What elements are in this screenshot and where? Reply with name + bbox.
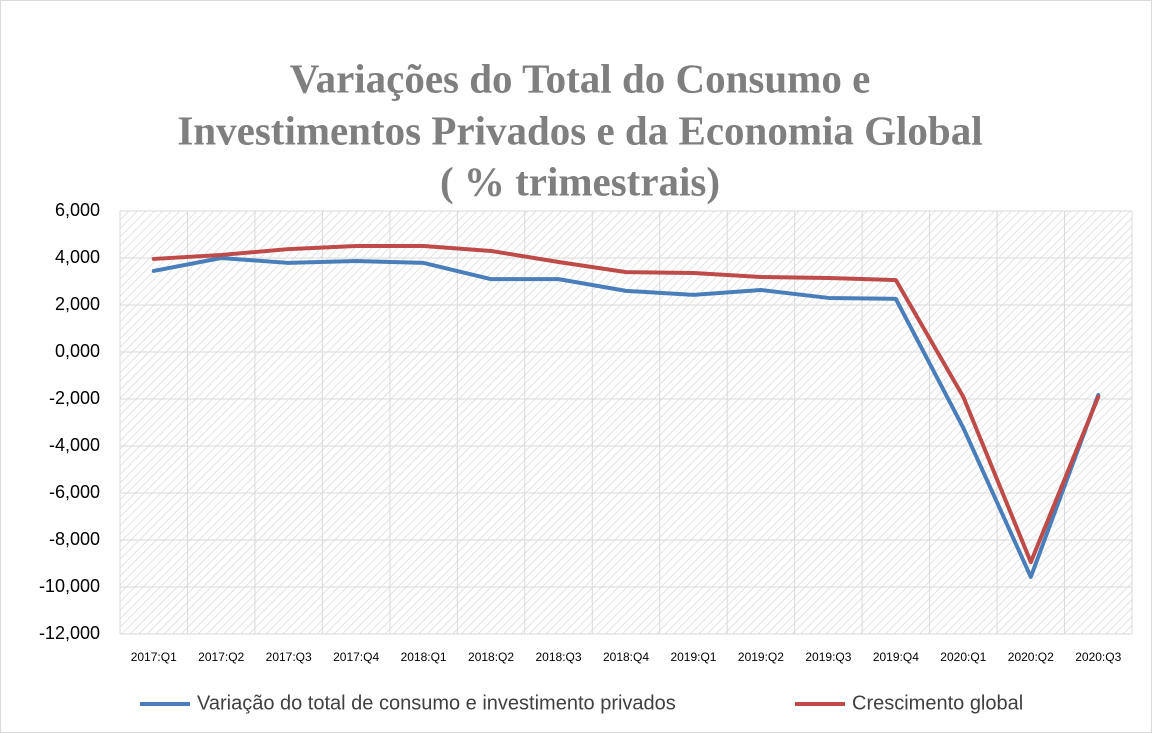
x-tick-label: 2018:Q1: [401, 650, 447, 664]
series-line: [151, 256, 1101, 579]
chart-title: Variações do Total do Consumo e: [290, 55, 871, 101]
chart-title: Investimentos Privados e da Economia Glo…: [177, 107, 982, 153]
x-tick-label: 2019:Q2: [738, 650, 784, 664]
x-tick-label: 2020:Q1: [940, 650, 986, 664]
x-tick-label: 2018:Q2: [468, 650, 514, 664]
y-tick-label: 0,000: [55, 341, 100, 361]
x-tick-label: 2018:Q3: [536, 650, 582, 664]
series-line: [151, 244, 1101, 565]
x-tick-label: 2020:Q3: [1075, 650, 1121, 664]
legend-label: Variação do total de consumo e investime…: [197, 692, 676, 714]
y-tick-label: 2,000: [55, 294, 100, 314]
plot-area: [120, 211, 1132, 634]
x-tick-label: 2018:Q4: [603, 650, 649, 664]
x-tick-label: 2019:Q3: [805, 650, 851, 664]
y-tick-label: 6,000: [55, 200, 100, 220]
y-tick-label: -10,000: [39, 576, 100, 596]
legend-label: Crescimento global: [852, 692, 1023, 714]
y-tick-label: -12,000: [39, 623, 100, 643]
x-tick-label: 2017:Q2: [198, 650, 244, 664]
x-tick-label: 2020:Q2: [1008, 650, 1054, 664]
x-tick-label: 2017:Q1: [131, 650, 177, 664]
chart-title: ( % trimestrais): [440, 158, 720, 204]
y-tick-label: -8,000: [49, 529, 100, 549]
y-tick-label: 4,000: [55, 247, 100, 267]
x-tick-label: 2017:Q4: [333, 650, 379, 664]
y-tick-label: -6,000: [49, 482, 100, 502]
y-tick-label: -4,000: [49, 435, 100, 455]
x-tick-label: 2017:Q3: [266, 650, 312, 664]
x-tick-label: 2019:Q4: [873, 650, 919, 664]
x-tick-label: 2019:Q1: [670, 650, 716, 664]
y-tick-label: -2,000: [49, 388, 100, 408]
